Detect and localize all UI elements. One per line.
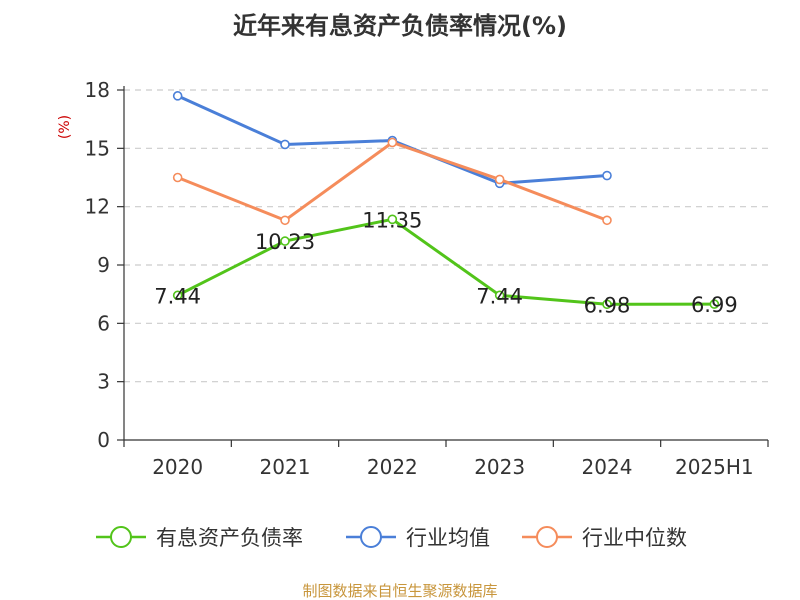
legend-item[interactable]: 有息资产负债率 (96, 526, 303, 550)
legend-label: 行业均值 (406, 526, 490, 550)
x-tick-label: 2025H1 (675, 455, 754, 479)
y-tick-label: 15 (85, 136, 110, 160)
legend-marker-icon (536, 526, 558, 548)
x-tick-label: 2021 (260, 455, 311, 479)
y-tick-label: 3 (97, 370, 110, 394)
data-point (602, 215, 612, 226)
data-point (494, 174, 505, 185)
y-tick-label: 12 (85, 195, 110, 219)
y-tick-label: 18 (85, 78, 110, 102)
legend-label: 行业中位数 (582, 526, 687, 550)
data-label: 6.99 (691, 293, 738, 317)
data-labels: 7.44 10.23 11.35 7.44 6.98 6.99 (154, 208, 737, 317)
data-point (172, 172, 183, 183)
y-tick-label: 0 (97, 428, 110, 452)
data-point (280, 215, 290, 226)
x-tick-label: 2023 (474, 455, 525, 479)
data-label: 7.44 (154, 284, 201, 308)
legend-marker-icon (110, 526, 132, 548)
x-tick-label: 2020 (152, 455, 203, 479)
data-point (280, 139, 290, 150)
data-point (387, 137, 398, 148)
series-lines (172, 91, 720, 310)
y-tick-label: 9 (97, 253, 110, 277)
x-tick-label: 2024 (582, 455, 633, 479)
data-point (280, 236, 290, 246)
legend-marker-icon (360, 526, 382, 548)
data-point (602, 170, 612, 181)
legend-item[interactable]: 行业中位数 (522, 526, 687, 550)
axes: 0 3 6 9 12 15 18 2020 2021 2022 2023 2024 2025H1 (85, 78, 769, 479)
data-label: 6.98 (584, 293, 631, 317)
data-label: 7.44 (476, 284, 523, 308)
grid-lines (124, 89, 768, 383)
legend-label: 有息资产负债率 (156, 526, 303, 550)
chart-title: 近年来有息资产负债率情况(%) (233, 12, 567, 40)
x-tick-label: 2022 (367, 455, 418, 479)
data-point (709, 299, 720, 309)
legend-item[interactable]: 行业均值 (346, 526, 490, 550)
source-note: 制图数据来自恒生聚源数据库 (302, 582, 497, 600)
data-point (172, 290, 183, 301)
data-label: 10.23 (255, 230, 315, 254)
data-point (494, 290, 505, 301)
data-point (602, 299, 612, 310)
data-label: 11.35 (362, 208, 422, 232)
data-point (172, 91, 183, 101)
y-axis-unit-label: (%) (57, 115, 73, 139)
data-point (387, 214, 398, 225)
series-line (176, 217, 715, 306)
legend[interactable]: 有息资产负债率 行业均值 行业中位数 (96, 526, 687, 550)
y-tick-label: 6 (97, 311, 110, 335)
